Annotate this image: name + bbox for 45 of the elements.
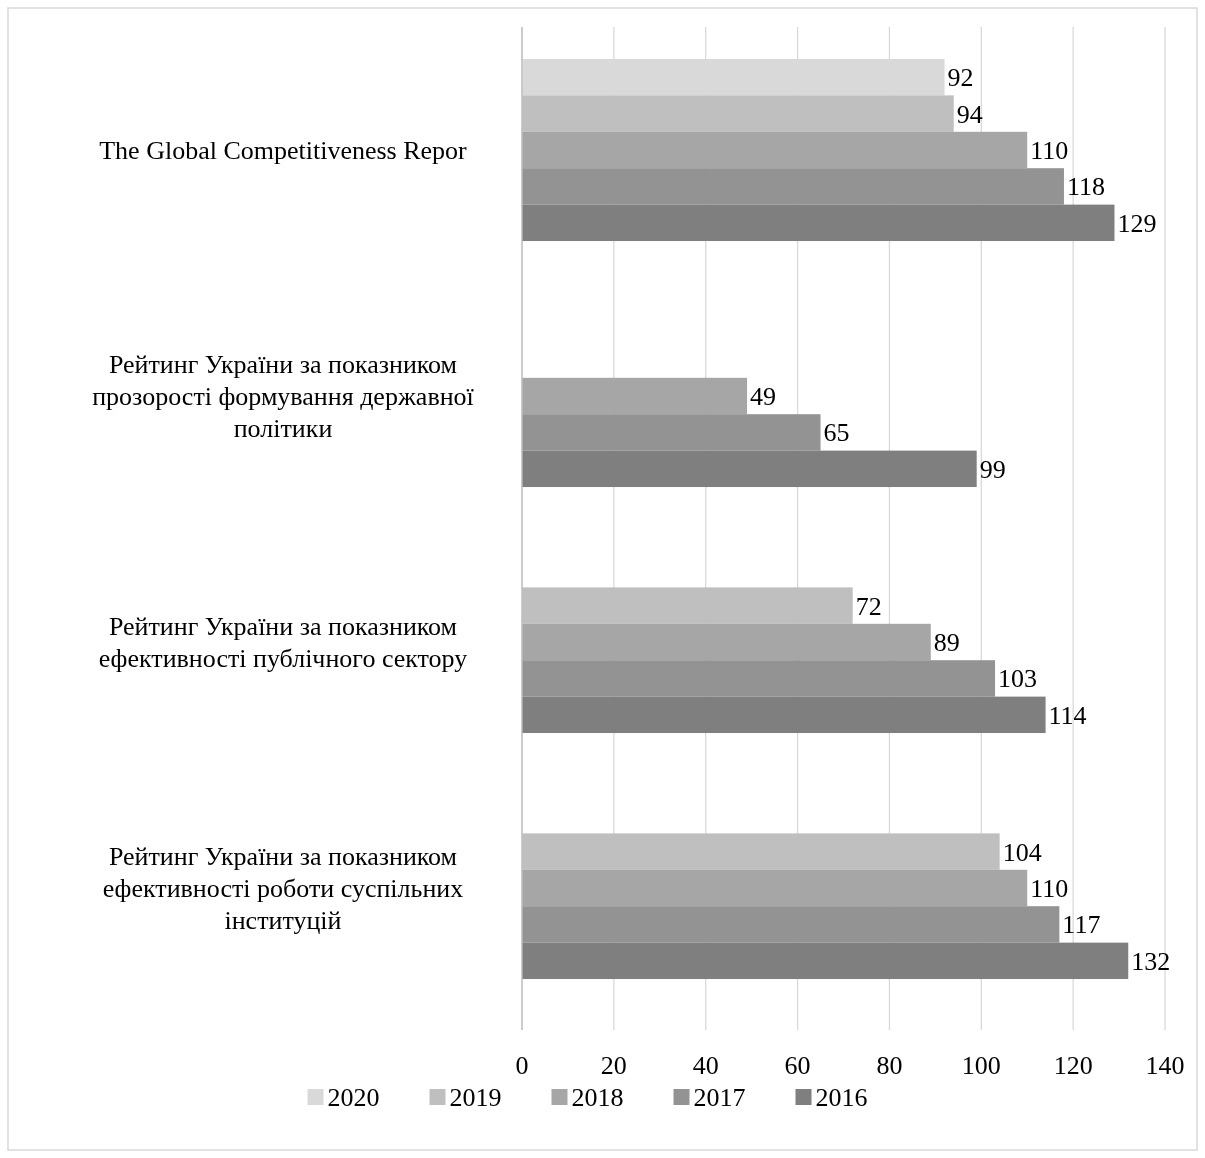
bar <box>522 906 1060 943</box>
data-label: 72 <box>855 591 882 621</box>
bar <box>522 942 1129 980</box>
data-label: 110 <box>1030 136 1069 165</box>
bar <box>522 204 1115 242</box>
data-label: 94 <box>956 99 983 129</box>
data-label: 89 <box>933 628 960 657</box>
x-tick-label: 100 <box>961 1051 1001 1080</box>
legend-label: 2019 <box>449 1083 502 1112</box>
bar <box>522 450 977 488</box>
legend-label: 2018 <box>571 1083 624 1112</box>
bar <box>522 377 748 415</box>
y-tick-label: Рейтинг України за показником ефективності роботи суспільних інституцій <box>102 842 464 935</box>
x-tick-label: 0 <box>515 1051 529 1080</box>
bar <box>522 131 1028 169</box>
legend-label: 2020 <box>327 1083 380 1112</box>
data-label: 110 <box>1030 874 1069 903</box>
data-label: 117 <box>1062 910 1101 940</box>
x-tick-label: 20 <box>600 1051 627 1080</box>
data-label: 104 <box>1002 837 1042 867</box>
data-label: 118 <box>1066 172 1105 202</box>
legend-label: 2016 <box>815 1083 868 1112</box>
data-label: 114 <box>1048 700 1087 730</box>
data-label: 49 <box>750 382 777 411</box>
data-label: 65 <box>823 418 850 448</box>
data-label: 99 <box>979 454 1006 484</box>
data-label: 129 <box>1117 208 1157 238</box>
bar <box>522 696 1046 734</box>
legend-label: 2017 <box>693 1083 746 1112</box>
y-tick-label: Рейтинг України за показником прозорості формування державної політики <box>92 350 475 443</box>
bar <box>522 623 931 661</box>
x-tick-label: 140 <box>1145 1051 1185 1080</box>
data-label: 103 <box>998 664 1038 694</box>
x-tick-label: 40 <box>692 1051 719 1080</box>
data-label: 92 <box>947 63 974 93</box>
x-tick-label: 80 <box>876 1051 903 1080</box>
bar <box>522 869 1028 907</box>
bar <box>522 660 996 697</box>
x-tick-label: 120 <box>1053 1051 1093 1080</box>
y-tick-label: The Global Competitiveness Repor <box>99 136 468 165</box>
x-tick-label: 60 <box>784 1051 811 1080</box>
data-label: 132 <box>1131 946 1171 976</box>
y-tick-label: Рейтинг України за показником ефективності публічного сектору <box>98 612 468 673</box>
bar <box>522 414 821 451</box>
bar <box>522 168 1064 205</box>
